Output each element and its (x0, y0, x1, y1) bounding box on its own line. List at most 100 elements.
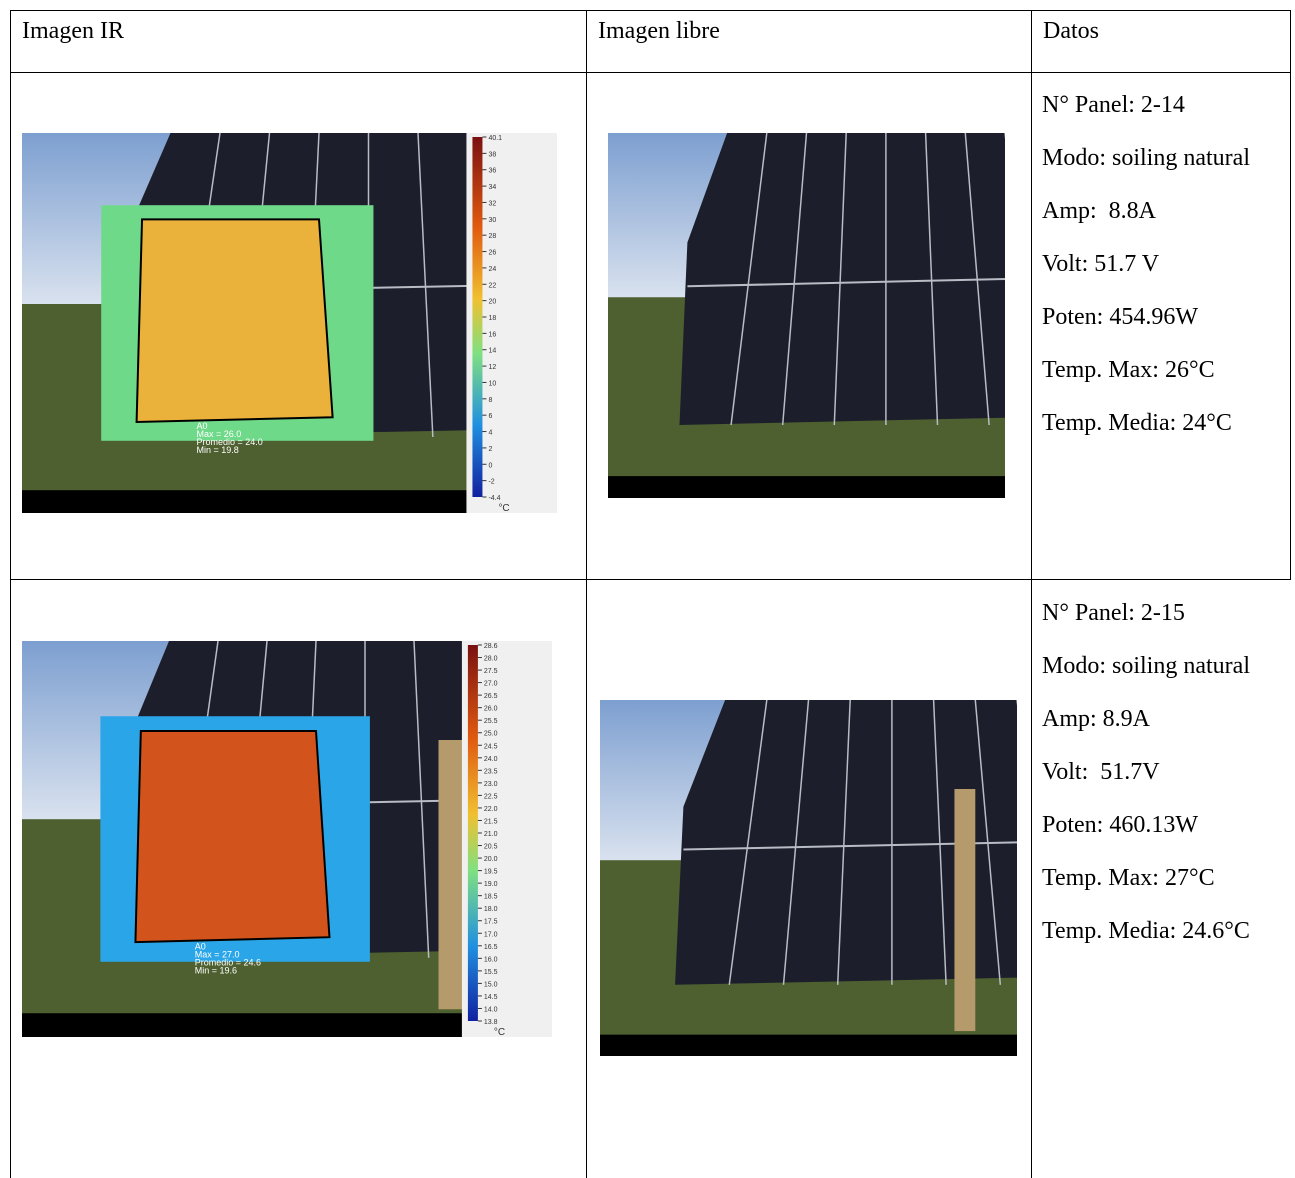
panel-edge (687, 278, 1005, 288)
header-cell: Imagen IR (22, 18, 124, 44)
colorbar-label: 22.5 (484, 793, 498, 800)
unit-label: °C (498, 503, 509, 513)
colorbar-label: 34 (488, 184, 496, 191)
colorbar (472, 137, 483, 497)
ir-stat: A0 (195, 941, 206, 951)
colorbar-label: 25.5 (484, 718, 498, 725)
colorbar-label: 40.1 (488, 135, 502, 142)
colorbar-label: 17.5 (484, 919, 498, 926)
colorbar-label: 16.5 (484, 944, 498, 951)
colorbar-label: 18 (488, 315, 496, 322)
colorbar-label: 27.0 (484, 681, 498, 688)
panels (675, 700, 1017, 985)
colorbar-label: 23.0 (484, 781, 498, 788)
thermal-panel (134, 729, 331, 944)
data-line: Poten: 454.96W (1042, 304, 1198, 330)
data-line: Amp: 8.9A (1042, 706, 1150, 732)
colorbar-label: 2 (488, 446, 492, 453)
panel-edge (932, 700, 947, 985)
photo (600, 700, 1017, 1056)
colorbar-label: 19.0 (484, 881, 498, 888)
panel-edge (924, 133, 939, 426)
black-band (608, 476, 1005, 498)
photo: 40.138363432302826242220181614121086420-… (22, 133, 557, 513)
ir-stat: Max = 26.0 (196, 429, 241, 439)
data-line: N° Panel: 2-15 (1042, 600, 1185, 626)
data-line: Volt: 51.7 V (1042, 251, 1160, 277)
colorbar-label: 20 (488, 299, 496, 306)
colorbar-label: 28.6 (484, 643, 498, 650)
rule (586, 10, 587, 1178)
rule (10, 10, 11, 1178)
post (438, 740, 463, 1010)
colorbar-label: 26.5 (484, 693, 498, 700)
unit-label: °C (494, 1027, 505, 1037)
colorbar-label: 16 (488, 331, 496, 338)
panel-edge (413, 641, 430, 958)
photo: 28.6 28.0 27.5 27.0 26.5 26.0 25.5 25.0 24.5 24.0… (22, 641, 552, 1037)
data-line: Modo: soiling natural (1042, 653, 1250, 679)
header-cell: Imagen libre (598, 18, 720, 44)
rule (1290, 10, 1291, 580)
panel-edge (730, 133, 768, 426)
colorbar-label: 24.0 (484, 756, 498, 763)
colorbar-label: 17.0 (484, 931, 498, 938)
colorbar-label: 25.0 (484, 731, 498, 738)
colorbar-label: -2 (488, 479, 494, 486)
data-cell: N° Panel: 2-14 Modo: soiling natural Amp: … (1042, 90, 1287, 461)
colorbar-label: 36 (488, 168, 496, 175)
data-line: Modo: soiling natural (1042, 145, 1250, 171)
data-line: Amp: 8.8A (1042, 198, 1156, 224)
thermal-panel (135, 218, 334, 423)
colorbar-label: 18.5 (484, 894, 498, 901)
colorbar-label: 32 (488, 200, 496, 207)
colorbar-label: 15.5 (484, 969, 498, 976)
panel-edge (781, 133, 808, 426)
colorbar-label: 13.8 (484, 1019, 498, 1026)
data-line: Temp. Max: 27°C (1042, 865, 1215, 891)
colorbar-label: 19.5 (484, 869, 498, 876)
data-line: Temp. Media: 24.6°C (1042, 918, 1250, 944)
colorbar-label: 22 (488, 282, 496, 289)
colorbar-label: 28.0 (484, 656, 498, 663)
rule (1031, 10, 1032, 1178)
colorbar-label: 21.5 (484, 818, 498, 825)
photo (608, 133, 1005, 498)
panel-edge (417, 133, 434, 438)
data-cell: N° Panel: 2-15 Modo: soiling natural Amp: … (1042, 598, 1287, 969)
colorbar-label: 10 (488, 380, 496, 387)
ir-stat: Min = 19.8 (196, 445, 238, 455)
colorbar-label: 14 (488, 348, 496, 355)
data-line: Temp. Media: 24°C (1042, 410, 1232, 436)
colorbar-label: -4.4 (488, 495, 500, 502)
colorbar-label: 20.0 (484, 856, 498, 863)
post (954, 789, 976, 1032)
colorbar-label: 24 (488, 266, 496, 273)
black-band (22, 1013, 512, 1037)
colorbar-label: 20.5 (484, 844, 498, 851)
colorbar-label: 21.0 (484, 831, 498, 838)
colorbar-label: 23.5 (484, 768, 498, 775)
colorbar-label: 12 (488, 364, 496, 371)
panel-edge (833, 133, 847, 426)
colorbar-label: 14.0 (484, 1006, 498, 1013)
rule (10, 579, 1291, 580)
colorbar-label: 16.0 (484, 956, 498, 963)
colorbar-label: 27.5 (484, 668, 498, 675)
colorbar-label: 0 (488, 462, 492, 469)
colorbar-label: 26.0 (484, 706, 498, 713)
colorbar-label: 14.5 (484, 994, 498, 1001)
colorbar-label: 8 (488, 397, 492, 404)
panel-edge (728, 700, 768, 985)
black-band (600, 1034, 1017, 1056)
colorbar (467, 645, 478, 1021)
colorbar-label: 24.5 (484, 743, 498, 750)
ir-stat: A0 (196, 421, 207, 431)
data-line: N° Panel: 2-14 (1042, 92, 1185, 118)
ir-stat: Min = 19.6 (195, 965, 237, 975)
ir-stat: Promedio = 24.0 (196, 437, 262, 447)
colorbar-label: 6 (488, 413, 492, 420)
colorbar-label: 30 (488, 217, 496, 224)
rule (10, 10, 1291, 11)
